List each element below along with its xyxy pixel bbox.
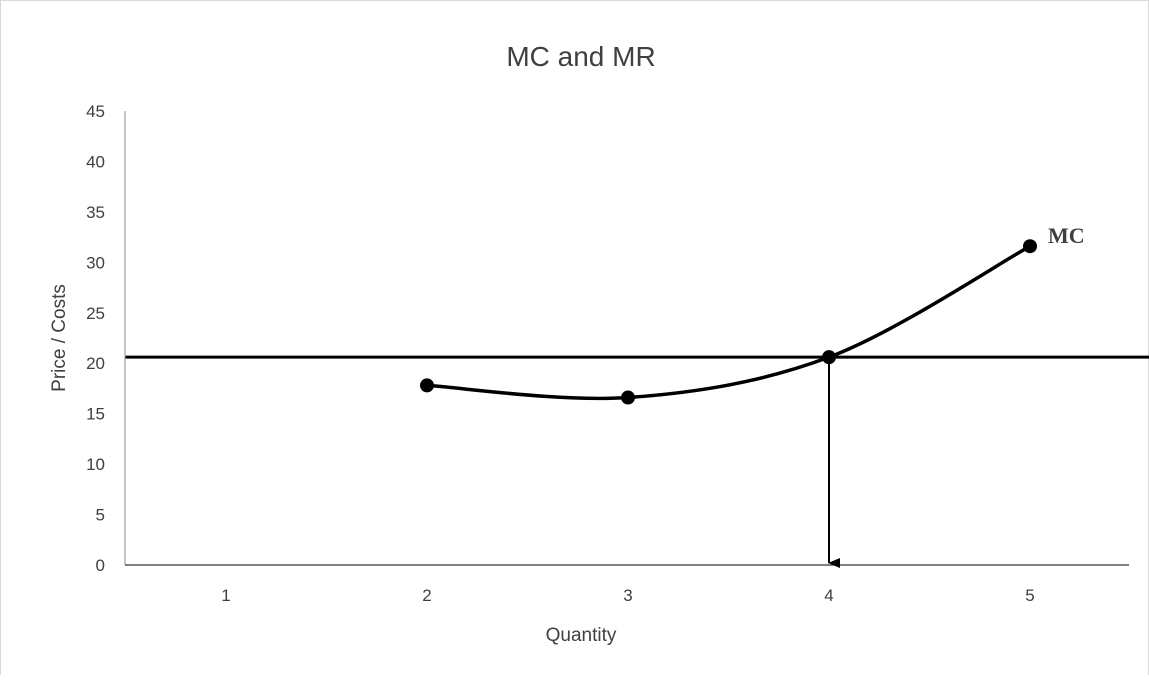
chart-title: MC and MR bbox=[506, 41, 655, 72]
mc-point bbox=[420, 378, 434, 392]
x-tick-label: 3 bbox=[623, 586, 632, 605]
y-tick-labels: 0 5 10 15 20 25 30 35 40 45 bbox=[86, 102, 105, 575]
x-tick-label: 1 bbox=[221, 586, 230, 605]
x-tick-labels: 1 2 3 4 5 bbox=[221, 586, 1034, 605]
y-tick-label: 40 bbox=[86, 152, 105, 171]
y-tick-label: 10 bbox=[86, 455, 105, 474]
plot-area bbox=[126, 239, 1149, 563]
mc-series-label: MC bbox=[1048, 223, 1085, 248]
y-tick-label: 20 bbox=[86, 354, 105, 373]
mc-point bbox=[822, 350, 836, 364]
x-tick-label: 4 bbox=[824, 586, 833, 605]
y-tick-label: 45 bbox=[86, 102, 105, 121]
y-axis-title: Price / Costs bbox=[49, 284, 70, 392]
x-tick-label: 5 bbox=[1025, 586, 1034, 605]
y-tick-label: 25 bbox=[86, 304, 105, 323]
mc-point bbox=[1023, 239, 1037, 253]
mc-curve bbox=[427, 246, 1030, 398]
x-tick-label: 2 bbox=[422, 586, 431, 605]
mc-point bbox=[621, 391, 635, 405]
y-tick-label: 0 bbox=[96, 556, 105, 575]
y-tick-label: 35 bbox=[86, 203, 105, 222]
y-tick-label: 30 bbox=[86, 253, 105, 272]
x-axis-title: Quantity bbox=[546, 625, 617, 646]
y-tick-label: 5 bbox=[96, 506, 105, 525]
y-tick-label: 15 bbox=[86, 405, 105, 424]
